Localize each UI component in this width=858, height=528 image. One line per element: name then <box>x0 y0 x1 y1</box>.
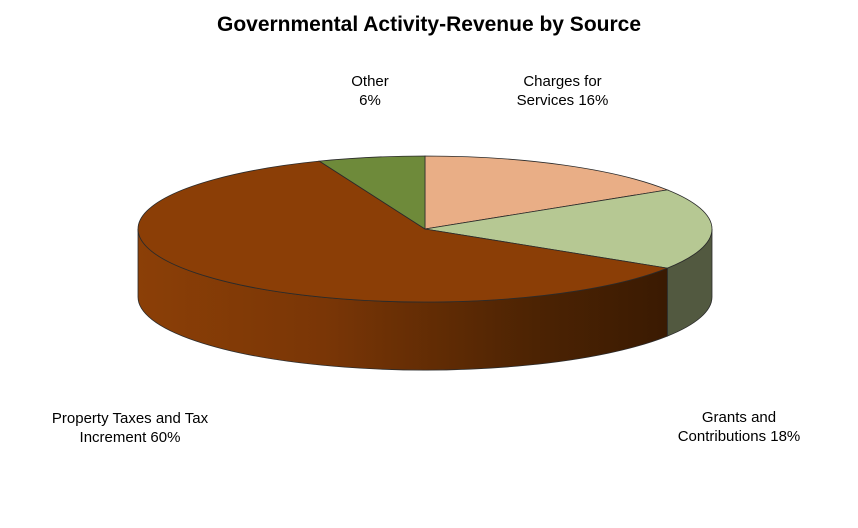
slice-label-grants: Grants and Contributions 18% <box>677 409 801 445</box>
slice-top-2 <box>137 160 669 303</box>
slice-label-other: Other 6% <box>351 73 389 109</box>
slice-top-3 <box>318 155 426 230</box>
chart-title: Governmental Activity-Revenue by Source <box>216 13 642 36</box>
slice-top-1 <box>424 189 713 269</box>
slice-label-property: Property Taxes and Tax Increment 60% <box>51 410 209 446</box>
slice-top-0 <box>424 155 669 230</box>
slice-label-charges: Charges for Services 16% <box>516 73 609 109</box>
